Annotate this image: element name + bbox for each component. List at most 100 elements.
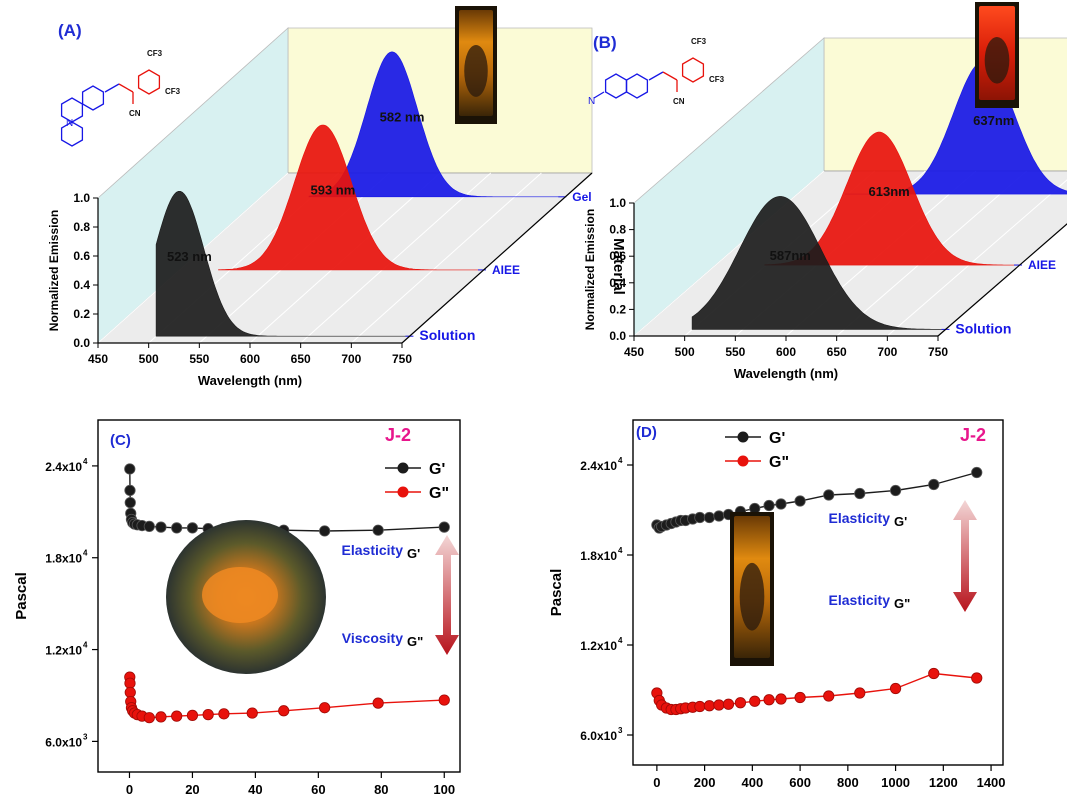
x-tick-label: 650 bbox=[827, 345, 847, 359]
petri-dish-photo bbox=[166, 520, 326, 674]
legend-label: G' bbox=[769, 430, 785, 447]
y-tick-label: 2.4x10 bbox=[45, 460, 82, 474]
x-tick-label: 600 bbox=[776, 345, 796, 359]
y-tick-label: 0.0 bbox=[609, 329, 626, 343]
data-point bbox=[202, 709, 214, 721]
x-tick-label: 80 bbox=[374, 782, 388, 797]
x-tick-label: 700 bbox=[877, 345, 897, 359]
y-tick-exponent: 4 bbox=[618, 636, 623, 645]
x-tick-label: 450 bbox=[624, 345, 644, 359]
x-axis-title: Wavelength (nm) bbox=[198, 373, 302, 388]
data-point bbox=[278, 705, 290, 717]
x-tick-label: 0 bbox=[653, 775, 660, 790]
data-point bbox=[319, 525, 331, 537]
j2-tag: J-2 bbox=[960, 425, 986, 445]
x-tick-label: 600 bbox=[789, 775, 811, 790]
panel-label: (C) bbox=[110, 432, 131, 449]
y-tick-label: 6.0x10 bbox=[580, 729, 617, 743]
y-tick-exponent: 4 bbox=[83, 457, 88, 466]
x-tick-label: 600 bbox=[240, 352, 260, 366]
y-tick-label: 1.0 bbox=[73, 191, 90, 205]
data-point bbox=[694, 511, 706, 524]
x-tick-label: 0 bbox=[126, 782, 133, 797]
annotation-bottom: Elasticity bbox=[829, 592, 891, 608]
double-arrow bbox=[953, 500, 977, 612]
y-tick-label: 0.0 bbox=[73, 336, 90, 350]
bond bbox=[593, 91, 605, 99]
data-point bbox=[319, 702, 331, 714]
y-tick-label: 1.0 bbox=[609, 196, 626, 210]
spectrum-solution bbox=[691, 196, 946, 330]
data-point bbox=[775, 498, 787, 510]
data-point bbox=[372, 697, 384, 709]
legend-marker bbox=[737, 455, 749, 467]
data-point bbox=[218, 708, 230, 720]
y-tick-label: 0.6 bbox=[73, 249, 90, 263]
cf3-label: CF3 bbox=[709, 75, 725, 84]
data-point bbox=[143, 520, 155, 532]
molecule-structure: N CN CF3 CF3 bbox=[588, 37, 725, 107]
plot-frame bbox=[97, 419, 461, 773]
x-axis-title: Wavelength (nm) bbox=[734, 366, 838, 381]
annotation-top-symbol: G' bbox=[894, 514, 907, 529]
x-tick-label: 1000 bbox=[881, 775, 910, 790]
x-axis-title: Time [s] bbox=[791, 799, 844, 802]
cf3-label: CF3 bbox=[165, 87, 181, 96]
molecule-structure: N CN CF3 CF3 bbox=[60, 49, 181, 147]
x-tick-label: 550 bbox=[189, 352, 209, 366]
x-tick-label: 500 bbox=[675, 345, 695, 359]
peak-label: 582 nm bbox=[380, 109, 425, 124]
x-tick-label: 700 bbox=[341, 352, 361, 366]
x-tick-label: 1400 bbox=[977, 775, 1006, 790]
data-point bbox=[722, 698, 735, 710]
panel-label: (A) bbox=[58, 21, 82, 40]
data-point bbox=[734, 697, 747, 709]
legend-marker bbox=[397, 462, 409, 474]
panel-label: (B) bbox=[593, 33, 617, 52]
y-tick-exponent: 3 bbox=[83, 732, 88, 741]
data-point bbox=[794, 495, 806, 507]
y-tick-label: 0.2 bbox=[609, 302, 626, 316]
material-label: Solution bbox=[955, 320, 1011, 336]
annotation-bottom-symbol: G" bbox=[407, 634, 423, 649]
vial-photo bbox=[730, 512, 774, 666]
floor-grid-line bbox=[633, 170, 825, 337]
x-tick-label: 40 bbox=[248, 782, 262, 797]
data-point bbox=[703, 511, 715, 524]
vial-sample bbox=[464, 44, 488, 97]
bond bbox=[104, 83, 120, 93]
y-tick-exponent: 4 bbox=[618, 546, 623, 555]
floor-grid-line bbox=[300, 172, 492, 344]
y-tick-label: 1.2x10 bbox=[580, 639, 617, 653]
legend-label: G' bbox=[429, 461, 445, 478]
spectrum-gel bbox=[308, 51, 563, 198]
data-point bbox=[703, 700, 715, 712]
y-tick-label: 0.4 bbox=[73, 278, 90, 292]
legend-label: G" bbox=[769, 454, 789, 471]
data-point bbox=[889, 682, 902, 695]
y-axis-title: Pascal bbox=[548, 569, 565, 617]
floor-grid-line bbox=[350, 172, 542, 344]
annotation-top: Elasticity bbox=[342, 542, 404, 558]
vial-photo bbox=[975, 2, 1019, 108]
data-point bbox=[749, 695, 761, 707]
x-tick-label: 650 bbox=[291, 352, 311, 366]
data-point bbox=[713, 510, 725, 522]
dish-sample bbox=[202, 567, 278, 623]
data-point bbox=[694, 700, 706, 713]
annotation-bottom-symbol: G" bbox=[894, 596, 910, 611]
floor-grid-line bbox=[887, 179, 1067, 337]
legend-label: G" bbox=[429, 485, 449, 502]
data-point bbox=[928, 667, 940, 680]
material-label: Gel bbox=[572, 190, 591, 204]
annotation-top-symbol: G' bbox=[407, 546, 420, 561]
panel-b: 637nmGel613nmAIEE587nmSolution4505005506… bbox=[583, 2, 1067, 381]
plot-frame bbox=[632, 419, 1004, 766]
bond bbox=[662, 71, 678, 81]
material-label: AIEE bbox=[1028, 258, 1056, 272]
y-tick-exponent: 4 bbox=[83, 549, 88, 558]
x-tick-label: 800 bbox=[837, 775, 859, 790]
x-tick-label: 1200 bbox=[929, 775, 958, 790]
panel-label: (D) bbox=[636, 424, 657, 441]
ring bbox=[81, 85, 105, 111]
